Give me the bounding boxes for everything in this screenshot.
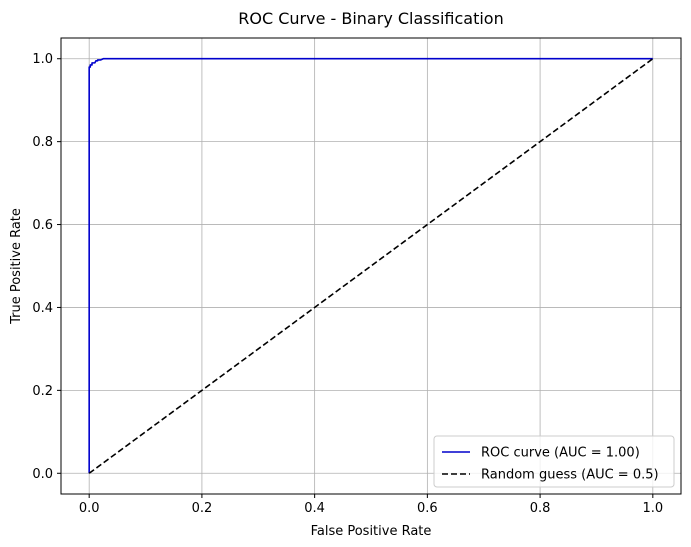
y-tick-label: 0.2: [32, 384, 53, 399]
legend-box: [433, 435, 675, 488]
plot-frame: [60, 37, 682, 495]
x-tick-label: 1.0: [642, 501, 663, 516]
y-axis-label: True Positive Rate: [9, 208, 24, 325]
x-tick-label: 0.6: [417, 501, 438, 516]
y-tick-label: 0.4: [32, 301, 53, 316]
x-tick-label: 0.2: [192, 501, 213, 516]
series-group: [88, 57, 654, 474]
x-axis-label: False Positive Rate: [311, 524, 432, 539]
legend-label-roc: ROC curve (AUC = 1.00): [481, 446, 640, 461]
x-tick-label: 0.4: [304, 501, 325, 516]
axis-ticks: 0.0 0.2 0.4 0.6 0.8 1.0 0.0 0.2 0.4 0.6 0.8 1.0: [32, 52, 663, 516]
y-tick-label: 0.8: [32, 135, 53, 150]
legend-label-random: Random guess (AUC = 0.5): [481, 468, 659, 483]
legend: ROC curve (AUC = 1.00) Random guess (AUC…: [433, 435, 675, 488]
grid: [61, 38, 681, 494]
roc-curve-line: [88, 57, 653, 474]
x-tick-label: 0.0: [79, 501, 100, 516]
y-tick-label: 0.6: [32, 218, 53, 233]
chart-title: ROC Curve - Binary Classification: [238, 9, 503, 28]
y-tick-label: 0.0: [32, 467, 53, 482]
x-tick-label: 0.8: [530, 501, 551, 516]
y-tick-label: 1.0: [32, 52, 53, 67]
